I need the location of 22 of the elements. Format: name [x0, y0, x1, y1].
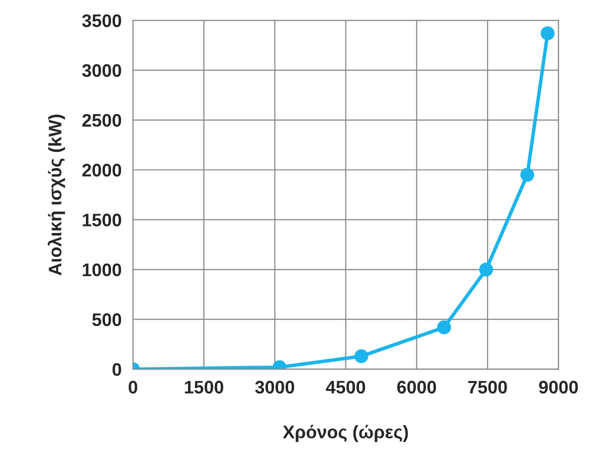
x-tick-label: 3000	[255, 380, 294, 394]
y-tick-label: 1500	[82, 214, 122, 226]
y-axis-title: Αιολική ισχύς (kW)	[48, 114, 66, 276]
y-tick-label: 2500	[82, 114, 122, 127]
y-tick-label: 500	[92, 313, 122, 326]
point	[437, 320, 452, 334]
x-tick-label: 6000	[397, 380, 436, 394]
x-tick-label: 4500	[326, 380, 366, 394]
y-tick-label: 1000	[82, 263, 122, 276]
point	[540, 26, 555, 40]
y-tick-label: 3500	[82, 14, 122, 28]
point	[354, 349, 368, 364]
point	[479, 262, 494, 276]
y-tick-label: 3000	[82, 64, 122, 77]
x-tick-label: 0	[128, 380, 138, 394]
x-axis-title: Χρόνος (ώρες)	[282, 424, 408, 442]
x-tick-label: 1500	[184, 380, 224, 394]
y-tick-label: 2000	[82, 164, 122, 177]
y-tick-label: 0	[112, 363, 122, 376]
point	[520, 168, 534, 182]
x-tick-label: 7500	[468, 380, 507, 394]
x-tick-label: 9000	[539, 380, 578, 394]
